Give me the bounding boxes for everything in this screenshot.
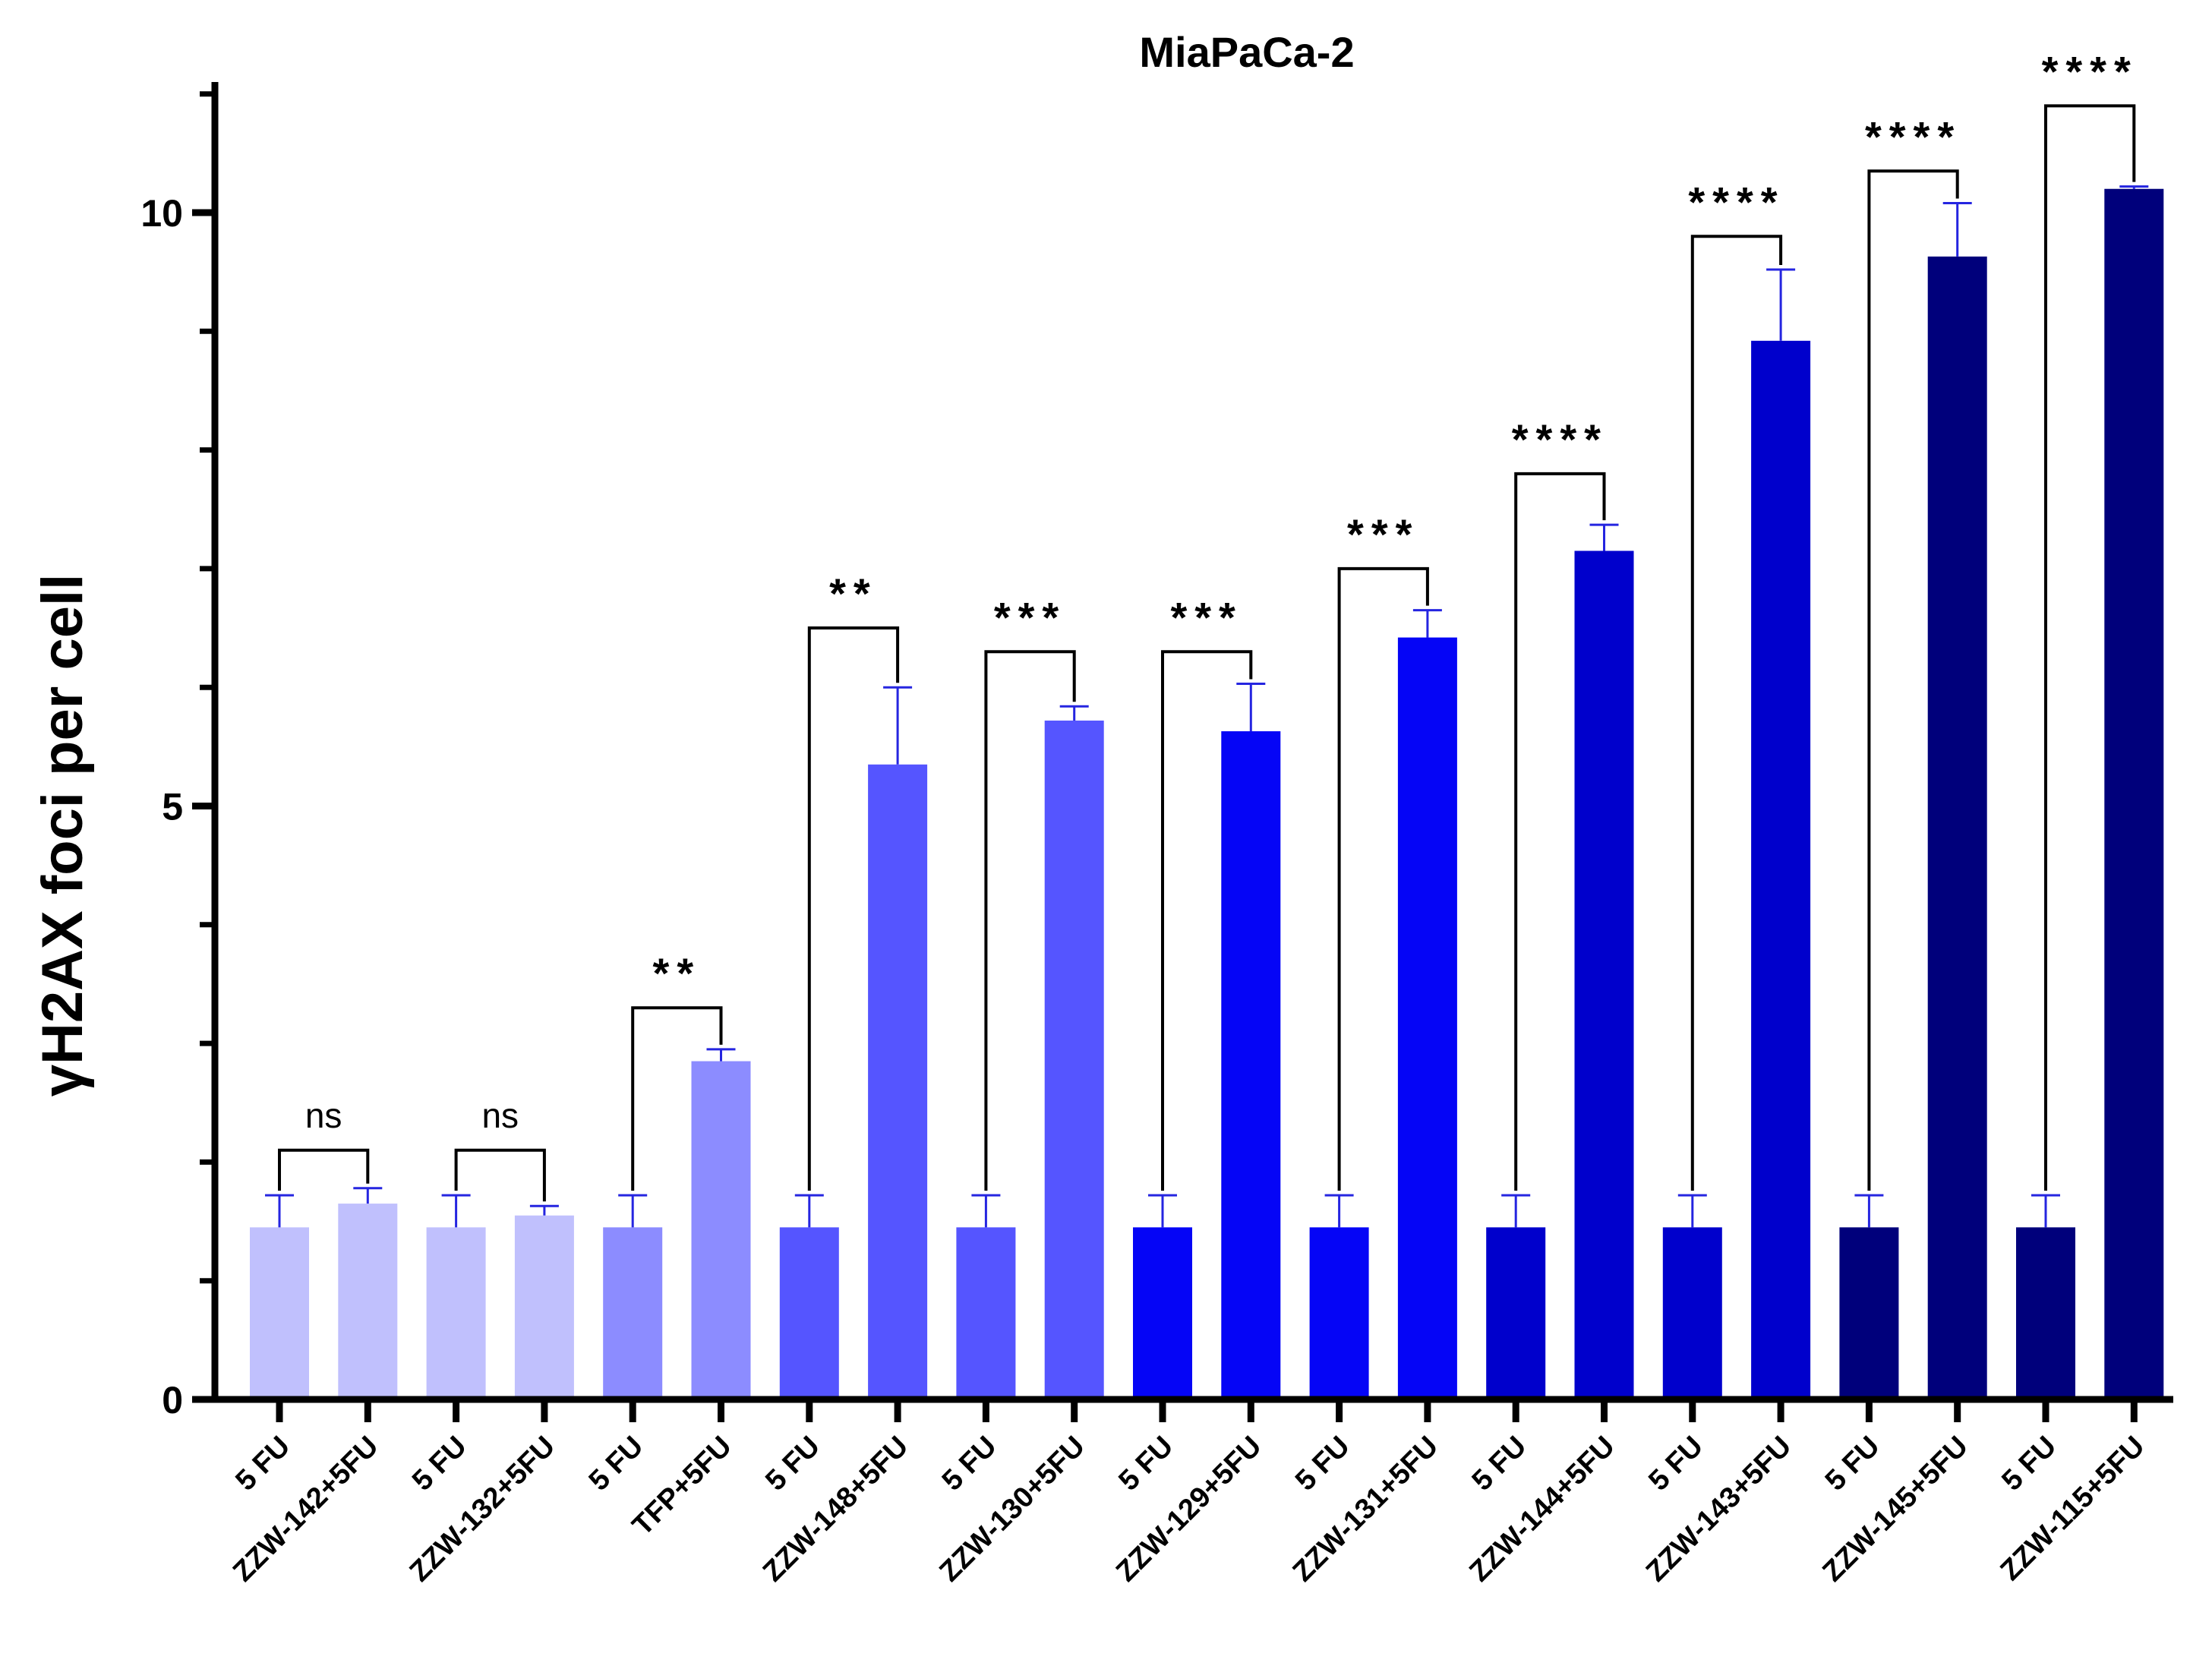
bar-19 bbox=[1839, 1227, 1899, 1399]
significance-brackets-layer: ns ns**** *** ********************** bbox=[278, 47, 2138, 1202]
error-bar-18 bbox=[1766, 268, 1796, 341]
significance-label-3: ** bbox=[653, 949, 702, 997]
error-bar-13 bbox=[1324, 1194, 1354, 1228]
x-tick-label-13: 5 FU bbox=[1289, 1431, 1356, 1497]
x-tick-label-3: 5 FU bbox=[406, 1431, 473, 1497]
significance-bracket-10 bbox=[1867, 169, 1959, 1191]
significance-bracket-8 bbox=[1514, 472, 1606, 1191]
bars-layer bbox=[250, 188, 2164, 1400]
significance-bracket-5 bbox=[984, 650, 1076, 1191]
x-tick-label-1: 5 FU bbox=[229, 1431, 296, 1497]
error-bar-11 bbox=[1148, 1194, 1177, 1228]
y-tick-label-5: 5 bbox=[162, 786, 183, 828]
error-bar-15 bbox=[1501, 1194, 1531, 1228]
x-tick-label-15: 5 FU bbox=[1466, 1431, 1533, 1497]
x-tick-label-11: 5 FU bbox=[1112, 1431, 1179, 1497]
x-tick-label-7: 5 FU bbox=[759, 1431, 826, 1497]
bar-9 bbox=[956, 1227, 1016, 1399]
significance-label-8: **** bbox=[1512, 415, 1608, 463]
significance-bracket-6 bbox=[1161, 650, 1253, 1191]
error-bar-14 bbox=[1412, 609, 1442, 638]
bar-22 bbox=[2104, 188, 2164, 1400]
significance-label-1: ns bbox=[305, 1096, 342, 1135]
bar-11 bbox=[1133, 1227, 1192, 1399]
significance-bracket-4 bbox=[807, 626, 900, 1191]
error-bar-21 bbox=[2031, 1194, 2060, 1228]
bar-2 bbox=[338, 1204, 398, 1399]
bar-6 bbox=[691, 1061, 751, 1399]
bar-12 bbox=[1221, 731, 1281, 1399]
error-bar-7 bbox=[794, 1194, 824, 1228]
error-bar-1 bbox=[265, 1194, 294, 1228]
significance-bracket-7 bbox=[1337, 566, 1429, 1191]
significance-bracket-3 bbox=[631, 1006, 723, 1191]
significance-label-10: **** bbox=[1865, 112, 1961, 160]
error-bar-16 bbox=[1589, 523, 1619, 551]
x-tick-label-9: 5 FU bbox=[936, 1431, 1003, 1497]
y-tick-label-10: 10 bbox=[140, 192, 183, 235]
bar-10 bbox=[1044, 720, 1104, 1399]
y-axis-label: γH2AX foci per cell bbox=[30, 574, 95, 1097]
x-tick-label-19: 5 FU bbox=[1819, 1431, 1886, 1497]
error-bar-10 bbox=[1059, 705, 1089, 721]
chart-title: MiaPaCa-2 bbox=[1139, 28, 1354, 76]
significance-bracket-11 bbox=[2044, 104, 2136, 1191]
error-bar-8 bbox=[883, 686, 913, 765]
error-bar-12 bbox=[1236, 683, 1266, 732]
bar-16 bbox=[1574, 551, 1634, 1399]
bar-7 bbox=[779, 1227, 839, 1399]
bar-14 bbox=[1397, 637, 1457, 1399]
significance-label-6: *** bbox=[1170, 593, 1242, 641]
error-bar-20 bbox=[1942, 201, 1972, 257]
x-tick-label-21: 5 FU bbox=[1996, 1431, 2062, 1497]
bar-15 bbox=[1486, 1227, 1546, 1399]
significance-label-9: **** bbox=[1688, 178, 1784, 226]
bar-18 bbox=[1751, 340, 1811, 1400]
significance-label-5: *** bbox=[994, 593, 1066, 641]
error-bar-19 bbox=[1854, 1194, 1884, 1228]
error-bar-22 bbox=[2119, 185, 2149, 189]
x-tick-label-5: 5 FU bbox=[583, 1431, 650, 1497]
error-bar-5 bbox=[618, 1194, 648, 1228]
significance-label-2: ns bbox=[481, 1096, 519, 1135]
significance-label-7: *** bbox=[1347, 510, 1419, 558]
x-tick-label-17: 5 FU bbox=[1642, 1431, 1709, 1497]
error-bar-4 bbox=[529, 1204, 559, 1216]
bar-13 bbox=[1309, 1227, 1369, 1399]
error-bar-2 bbox=[353, 1187, 383, 1204]
significance-bracket-2 bbox=[454, 1148, 546, 1202]
error-bar-3 bbox=[441, 1194, 471, 1228]
bar-4 bbox=[514, 1215, 574, 1399]
significance-label-4: ** bbox=[829, 569, 878, 617]
axes-layer: 0 5 10 bbox=[140, 82, 2173, 1422]
significance-label-11: **** bbox=[2042, 47, 2138, 95]
bar-3 bbox=[426, 1227, 486, 1399]
significance-bracket-9 bbox=[1690, 235, 1783, 1191]
y-tick-label-0: 0 bbox=[162, 1379, 183, 1421]
bar-21 bbox=[2016, 1227, 2075, 1399]
bar-5 bbox=[603, 1227, 663, 1399]
error-bar-6 bbox=[706, 1048, 736, 1062]
bar-20 bbox=[1927, 256, 1987, 1399]
bar-8 bbox=[868, 764, 928, 1399]
error-bars-layer bbox=[265, 185, 2149, 1228]
error-bar-9 bbox=[971, 1194, 1001, 1228]
error-bar-17 bbox=[1677, 1194, 1707, 1228]
bar-17 bbox=[1662, 1227, 1722, 1399]
significance-bracket-1 bbox=[278, 1148, 370, 1191]
bar-1 bbox=[250, 1227, 309, 1399]
